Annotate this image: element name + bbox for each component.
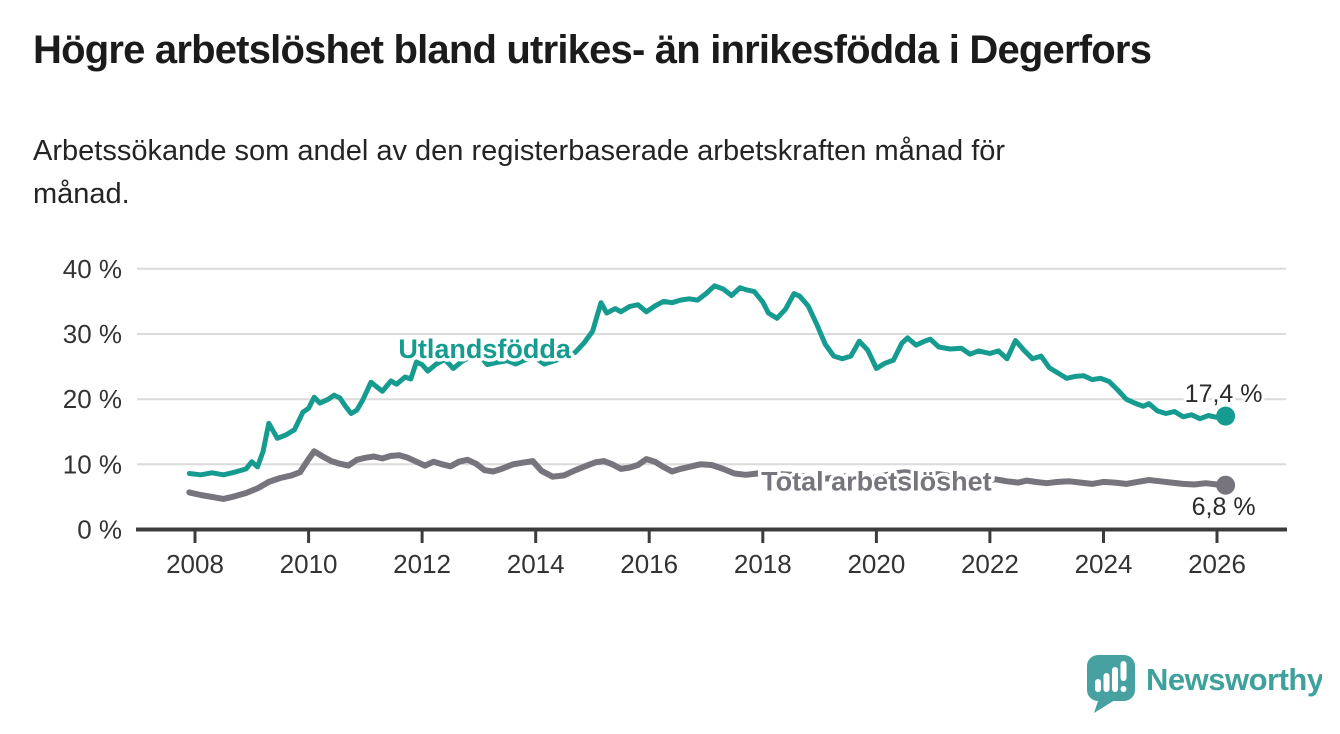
x-axis-tick-label: 2008 [166, 549, 224, 579]
logo-bar-2 [1103, 673, 1110, 692]
series-line-utlandsfodda [186, 283, 1229, 478]
series-end-dot-total [1216, 475, 1236, 495]
x-axis-tick-label: 2010 [280, 549, 338, 579]
end-value-label-total: 6,8 % [1192, 493, 1256, 521]
y-axis-tick-label: 40 % [63, 254, 122, 284]
x-axis-tick-label: 2012 [393, 549, 451, 579]
logo-bar-3 [1112, 667, 1118, 692]
chart-subtitle-line-1: Arbetssökande som andel av den registerb… [33, 135, 1006, 167]
newsworthy-logo: Newsworthy [1087, 655, 1322, 713]
x-axis-tick-label: 2026 [1188, 549, 1246, 579]
series-label-utlandsfodda: Utlandsfödda [398, 334, 571, 364]
logo-bar-1 [1095, 679, 1101, 692]
x-axis-tick-label: 2014 [507, 549, 565, 579]
line-chart: 0 % 10 % 20 % 30 % 40 % 2008 2010 2012 2014 2016 2… [63, 254, 1287, 579]
x-axis-tick-label: 2016 [620, 549, 678, 579]
chart-title: Högre arbetslöshet bland utrikes- än inr… [33, 28, 1152, 72]
y-axis-tick-label: 20 % [63, 384, 122, 414]
x-axis-tick-label: 2018 [734, 549, 792, 579]
x-axis-tick-label: 2022 [961, 549, 1019, 579]
series-end-dot-utlandsfodda [1216, 406, 1236, 426]
logo-bubble [1087, 655, 1135, 701]
y-axis-tick-label: 30 % [63, 319, 122, 349]
end-value-label-utlandsfodda: 17,4 % [1185, 380, 1263, 408]
series-label-total: Total arbetslöshet [761, 466, 992, 496]
y-axis-tick-label: 10 % [63, 449, 122, 479]
y-axis-tick-label: 0 % [77, 515, 122, 545]
logo-exclamation-bar [1120, 661, 1127, 681]
x-axis-tick-label: 2024 [1075, 549, 1133, 579]
logo-exclamation-dot [1120, 686, 1127, 692]
newsworthy-logo-text: Newsworthy [1146, 662, 1322, 697]
logo-bubble-tail [1094, 698, 1115, 713]
chart-subtitle: Arbetssökande som andel av den registerb… [33, 130, 1005, 216]
series-line-total [186, 448, 1229, 502]
x-axis-tick-label: 2020 [847, 549, 905, 579]
newsworthy-logo-icon [1087, 655, 1135, 713]
chart-subtitle-line-2: månad. [33, 178, 130, 210]
